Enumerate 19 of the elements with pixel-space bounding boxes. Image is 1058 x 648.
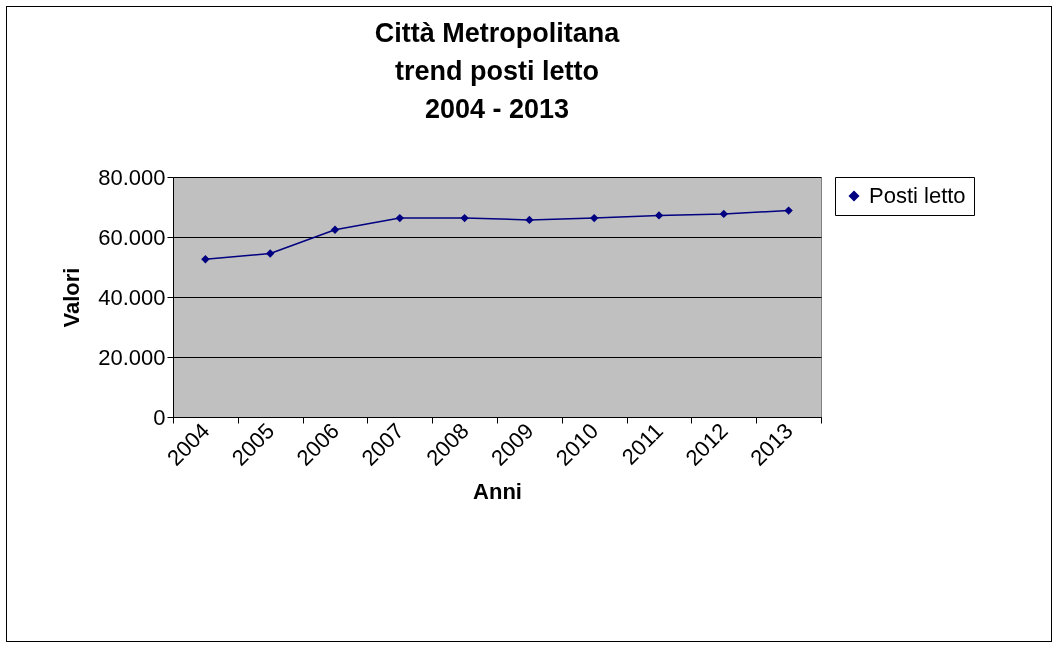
y-tick-label: 60.000 (98, 224, 166, 250)
point (654, 211, 664, 220)
y-tick-label: 0 (153, 404, 166, 430)
point (460, 213, 469, 223)
y-tick-label: 20.000 (98, 344, 166, 370)
point (590, 213, 599, 223)
point (201, 255, 210, 264)
point (395, 213, 404, 223)
point (330, 225, 340, 234)
y-tick-label: 40.000 (98, 284, 166, 310)
point (719, 209, 728, 219)
point (266, 249, 275, 258)
legend-label: Posti letto (869, 183, 966, 208)
chart-title: Città Metropolitana trend posti letto 2004 - 2013 (374, 18, 621, 124)
x-axis-title: Anni (473, 478, 522, 504)
y-tick-label: 80.000 (98, 164, 166, 190)
point (784, 206, 793, 215)
y-axis-title: Valori (59, 267, 85, 328)
point (525, 215, 534, 225)
